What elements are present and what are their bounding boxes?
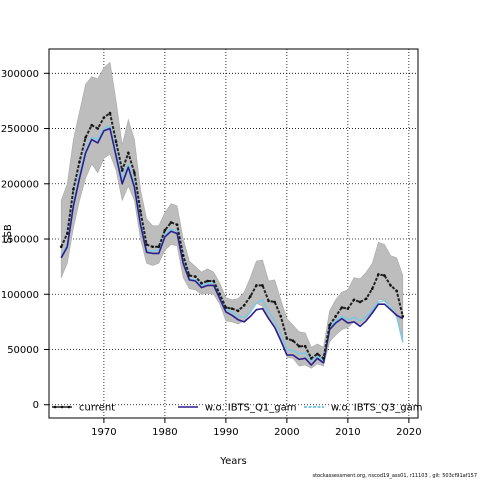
- current-point: [145, 243, 148, 246]
- current-point: [309, 357, 313, 360]
- legend: current w.o. IBTS_Q1_gam w.o. IBTS_Q3_gam: [52, 403, 422, 414]
- current-point: [261, 284, 264, 287]
- current-point: [114, 140, 118, 144]
- current-point: [255, 284, 258, 287]
- x-tick-label: 2020: [396, 427, 421, 438]
- confidence-band: [60, 61, 404, 369]
- current-point: [102, 116, 106, 119]
- current-point: [72, 188, 75, 191]
- current-point: [303, 344, 307, 348]
- current-point: [267, 299, 270, 303]
- current-point: [212, 279, 215, 283]
- current-point: [340, 306, 344, 309]
- y-tick-label: 300000: [1, 69, 39, 80]
- current-point: [236, 309, 240, 313]
- y-tick-label: 0: [33, 400, 39, 411]
- current-point: [90, 123, 93, 127]
- x-axis-label: Years: [219, 456, 246, 467]
- current-point: [126, 151, 130, 155]
- current-point: [175, 223, 179, 226]
- x-tick-label: 1990: [213, 427, 238, 438]
- series-points: [59, 111, 405, 360]
- current-point: [364, 297, 368, 300]
- legend-label-2: w.o. IBTS_Q3_gam: [331, 403, 422, 414]
- current-point: [322, 357, 325, 360]
- current-point: [218, 292, 222, 296]
- current-point: [334, 315, 337, 318]
- legend-label-0: current: [79, 403, 115, 414]
- current-point: [401, 315, 405, 318]
- legend-point: [53, 405, 57, 409]
- current-point: [352, 298, 356, 302]
- current-point: [248, 295, 252, 298]
- current-point: [151, 245, 154, 249]
- current-point: [169, 221, 173, 224]
- current-point: [389, 284, 392, 287]
- y-tick-label: 150000: [1, 235, 39, 246]
- current-point: [157, 245, 161, 249]
- y-tick-label: 250000: [1, 124, 39, 135]
- confidence-band-area: [60, 61, 404, 369]
- y-tick-label: 50000: [7, 345, 39, 356]
- current-point: [96, 127, 100, 130]
- plot-frame: [48, 48, 419, 419]
- legend-point: [60, 405, 64, 409]
- current-point: [297, 344, 301, 348]
- y-tick-label: 100000: [1, 290, 39, 301]
- series-line-1: [60, 127, 404, 366]
- current-point: [230, 307, 234, 310]
- current-point: [395, 289, 398, 293]
- current-point: [377, 273, 380, 276]
- current-point: [181, 254, 185, 257]
- current-point: [316, 352, 319, 356]
- current-point: [194, 275, 197, 278]
- legend-point: [67, 405, 71, 409]
- y-tick-label: 200000: [1, 179, 39, 190]
- current-point: [120, 169, 124, 172]
- current-point: [383, 274, 386, 277]
- current-point: [291, 339, 295, 342]
- current-point: [108, 111, 112, 115]
- current-point: [224, 306, 228, 309]
- current-point: [346, 307, 350, 310]
- current-point: [279, 315, 283, 318]
- current-point: [133, 171, 136, 175]
- current-point: [370, 287, 374, 291]
- current-point: [65, 232, 69, 235]
- x-axis-ticks: 1970 1980 1990 2000 2010 2020: [91, 418, 422, 438]
- x-tick-label: 2010: [335, 427, 360, 438]
- current-point: [78, 160, 81, 163]
- footer-credit: stockassessment.org, nscod19_ass01, r111…: [312, 473, 477, 479]
- y-axis-ticks: 0 50000 100000 150000 200000 250000 300000: [1, 69, 49, 411]
- current-point: [187, 274, 191, 277]
- current-point: [84, 136, 87, 139]
- current-point: [285, 337, 289, 340]
- current-point: [328, 323, 331, 327]
- current-point: [139, 210, 142, 213]
- current-point: [200, 281, 203, 285]
- current-point: [358, 300, 362, 304]
- current-point: [163, 228, 167, 232]
- legend-label-1: w.o. IBTS_Q1_gam: [205, 403, 296, 414]
- current-point: [59, 245, 63, 249]
- current-point: [206, 279, 209, 283]
- x-tick-label: 2000: [274, 427, 299, 438]
- x-tick-label: 1980: [152, 427, 177, 438]
- x-tick-label: 1970: [91, 427, 116, 438]
- y-axis-label: SSB: [3, 224, 14, 244]
- current-point: [273, 300, 276, 304]
- current-point: [242, 304, 246, 307]
